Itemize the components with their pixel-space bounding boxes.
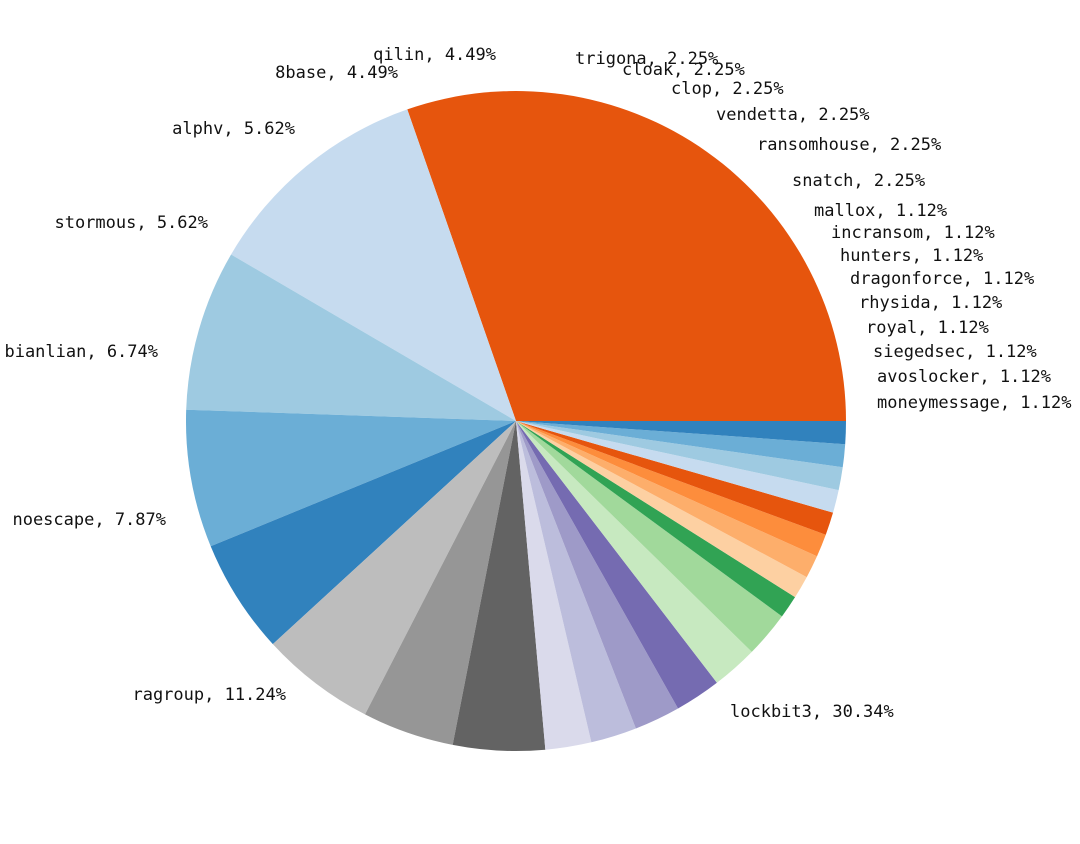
pie-slice-qilin bbox=[452, 421, 546, 751]
pie-slice-vendetta bbox=[516, 421, 717, 709]
pie-slice-mallox bbox=[516, 421, 796, 617]
slice-label-dragonforce: dragonforce, 1.12% bbox=[850, 269, 1034, 289]
slice-label-8base: 8base, 4.49% bbox=[275, 63, 398, 83]
pie-slice-royal bbox=[516, 421, 839, 513]
pie-slice-lockbit3 bbox=[407, 90, 847, 421]
pie-slice-cloak bbox=[516, 421, 636, 743]
pie-slice-snatch bbox=[516, 421, 782, 652]
pie-labels: lockbit3, 30.34% ragroup, 11.24% noescape,… bbox=[4, 45, 1071, 722]
pie-slice-noescape bbox=[186, 254, 516, 421]
pie-slice-ragroup bbox=[231, 109, 516, 422]
slice-label-qilin: qilin, 4.49% bbox=[373, 45, 496, 65]
slice-label-cloak: cloak, 2.25% bbox=[622, 60, 745, 80]
pie-slices bbox=[185, 90, 847, 751]
slice-label-lockbit3: lockbit3, 30.34% bbox=[730, 702, 894, 722]
pie-slice-ransomhouse bbox=[516, 421, 752, 683]
pie-slice-rhysida bbox=[516, 421, 834, 535]
slice-label-mallox: mallox, 1.12% bbox=[814, 201, 947, 221]
slice-label-trigona: trigona, 2.25% bbox=[575, 49, 718, 69]
slice-label-siegedsec: siegedsec, 1.12% bbox=[873, 342, 1037, 362]
pie-slice-8base bbox=[365, 421, 516, 745]
pie-slice-bianlian bbox=[185, 409, 517, 547]
pie-slice-moneymessage bbox=[516, 421, 846, 445]
slice-label-avoslocker: avoslocker, 1.12% bbox=[877, 367, 1051, 387]
pie-slice-trigona bbox=[516, 421, 592, 750]
slice-label-incransom: incransom, 1.12% bbox=[831, 223, 995, 243]
slice-label-vendetta: vendetta, 2.25% bbox=[716, 105, 870, 125]
slice-label-moneymessage: moneymessage, 1.12% bbox=[877, 393, 1071, 413]
slice-label-hunters: hunters, 1.12% bbox=[840, 246, 983, 266]
pie-slice-clop bbox=[516, 421, 679, 729]
slice-label-ransomhouse: ransomhouse, 2.25% bbox=[757, 135, 941, 155]
pie-slice-avoslocker bbox=[516, 421, 846, 468]
slice-label-royal: royal, 1.12% bbox=[866, 318, 989, 338]
pie-slice-dragonforce bbox=[516, 421, 826, 557]
slice-label-ragroup: ragroup, 11.24% bbox=[132, 685, 286, 705]
slice-label-rhysida: rhysida, 1.12% bbox=[859, 293, 1002, 313]
pie-slice-alphv bbox=[272, 421, 516, 715]
slice-label-alphv: alphv, 5.62% bbox=[172, 119, 295, 139]
pie-slice-stormous bbox=[210, 421, 516, 645]
slice-label-clop: clop, 2.25% bbox=[671, 79, 784, 99]
slice-label-noescape: noescape, 7.87% bbox=[12, 510, 166, 530]
slice-label-stormous: stormous, 5.62% bbox=[54, 213, 208, 233]
pie-slice-incransom bbox=[516, 421, 807, 598]
slice-label-snatch: snatch, 2.25% bbox=[792, 171, 925, 191]
slice-label-bianlian: bianlian, 6.74% bbox=[4, 342, 158, 362]
pie-slice-hunters bbox=[516, 421, 818, 578]
pie-slice-siegedsec bbox=[516, 421, 843, 491]
